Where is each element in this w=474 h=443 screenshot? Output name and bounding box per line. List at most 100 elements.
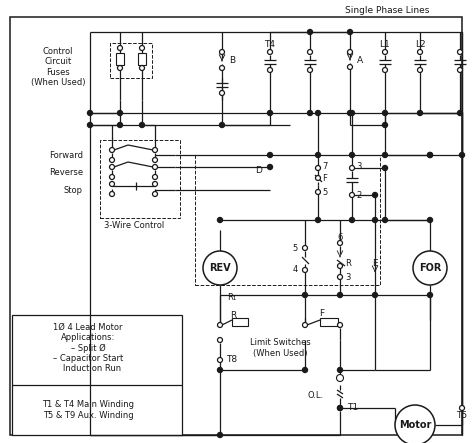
Bar bbox=[195, 155, 380, 285]
Text: R: R bbox=[345, 260, 351, 268]
Circle shape bbox=[109, 182, 115, 187]
Circle shape bbox=[316, 175, 320, 180]
Text: T1 & T4 Main Winding
T5 & T9 Aux. Winding: T1 & T4 Main Winding T5 & T9 Aux. Windin… bbox=[42, 400, 134, 420]
Bar bbox=[116, 53, 124, 65]
Circle shape bbox=[153, 148, 157, 152]
Text: Limit Switches
(When Used): Limit Switches (When Used) bbox=[250, 338, 310, 358]
Circle shape bbox=[395, 405, 435, 443]
Circle shape bbox=[218, 323, 222, 327]
Bar bbox=[100, 140, 180, 218]
Circle shape bbox=[139, 123, 145, 128]
Text: F: F bbox=[323, 174, 328, 183]
Circle shape bbox=[316, 152, 320, 158]
Circle shape bbox=[347, 65, 353, 70]
Circle shape bbox=[109, 191, 115, 197]
Circle shape bbox=[153, 158, 157, 163]
Circle shape bbox=[373, 292, 377, 298]
Circle shape bbox=[337, 323, 343, 327]
Circle shape bbox=[316, 190, 320, 194]
Circle shape bbox=[428, 218, 432, 222]
Circle shape bbox=[118, 123, 122, 128]
Circle shape bbox=[347, 50, 353, 54]
Circle shape bbox=[349, 218, 355, 222]
Text: B: B bbox=[229, 55, 235, 65]
Circle shape bbox=[302, 268, 308, 272]
Circle shape bbox=[349, 166, 355, 171]
Circle shape bbox=[418, 110, 422, 116]
Circle shape bbox=[109, 158, 115, 163]
Circle shape bbox=[383, 166, 388, 171]
Circle shape bbox=[337, 405, 343, 411]
Text: 3: 3 bbox=[346, 272, 351, 281]
Circle shape bbox=[118, 46, 122, 51]
Circle shape bbox=[302, 368, 308, 373]
Text: E: E bbox=[372, 260, 378, 268]
Text: T4: T4 bbox=[264, 39, 275, 48]
Circle shape bbox=[428, 152, 432, 158]
Text: Forward: Forward bbox=[49, 151, 83, 159]
Bar bbox=[110, 43, 152, 78]
Text: D: D bbox=[255, 166, 262, 175]
Text: T8: T8 bbox=[226, 355, 237, 365]
Circle shape bbox=[349, 110, 355, 116]
Circle shape bbox=[267, 67, 273, 73]
Circle shape bbox=[88, 123, 92, 128]
Text: FOR: FOR bbox=[419, 263, 441, 273]
Circle shape bbox=[457, 50, 463, 54]
Circle shape bbox=[383, 152, 388, 158]
Text: Motor: Motor bbox=[399, 420, 431, 430]
Circle shape bbox=[308, 67, 312, 73]
Circle shape bbox=[109, 148, 115, 152]
Text: R: R bbox=[230, 311, 236, 320]
Text: Single Phase Lines: Single Phase Lines bbox=[345, 5, 429, 15]
Circle shape bbox=[109, 164, 115, 170]
Circle shape bbox=[428, 292, 432, 298]
Circle shape bbox=[383, 123, 388, 128]
Circle shape bbox=[302, 292, 308, 298]
Circle shape bbox=[337, 264, 343, 268]
Circle shape bbox=[383, 67, 388, 73]
Circle shape bbox=[139, 46, 145, 51]
Bar bbox=[320, 318, 338, 326]
Circle shape bbox=[219, 66, 225, 70]
Circle shape bbox=[337, 405, 343, 411]
Text: 3: 3 bbox=[356, 162, 362, 171]
Text: 3-Wire Control: 3-Wire Control bbox=[104, 221, 164, 229]
Circle shape bbox=[337, 292, 343, 298]
Circle shape bbox=[383, 50, 388, 54]
Text: R₁: R₁ bbox=[228, 294, 237, 303]
Bar bbox=[232, 318, 248, 326]
Text: F: F bbox=[319, 308, 325, 318]
Circle shape bbox=[153, 164, 157, 170]
Circle shape bbox=[218, 432, 222, 438]
Circle shape bbox=[153, 175, 157, 179]
Text: T1: T1 bbox=[347, 404, 358, 412]
Text: Stop: Stop bbox=[64, 186, 83, 194]
Circle shape bbox=[109, 175, 115, 179]
Circle shape bbox=[373, 193, 377, 198]
Text: 2: 2 bbox=[356, 190, 362, 199]
Circle shape bbox=[349, 193, 355, 198]
Circle shape bbox=[459, 405, 465, 411]
Circle shape bbox=[373, 218, 377, 222]
Text: Reverse: Reverse bbox=[49, 167, 83, 176]
Circle shape bbox=[308, 50, 312, 54]
Text: O.L.: O.L. bbox=[308, 390, 324, 400]
Text: L2: L2 bbox=[415, 39, 425, 48]
Circle shape bbox=[337, 275, 343, 280]
Bar bbox=[138, 53, 146, 65]
Circle shape bbox=[153, 191, 157, 197]
Circle shape bbox=[218, 218, 222, 222]
Circle shape bbox=[203, 251, 237, 285]
Circle shape bbox=[337, 374, 344, 381]
Circle shape bbox=[139, 66, 145, 70]
Circle shape bbox=[267, 164, 273, 170]
Circle shape bbox=[347, 30, 353, 35]
Circle shape bbox=[219, 123, 225, 128]
Circle shape bbox=[347, 110, 353, 116]
Circle shape bbox=[219, 50, 225, 54]
Text: A: A bbox=[357, 55, 363, 65]
Circle shape bbox=[383, 110, 388, 116]
Circle shape bbox=[267, 152, 273, 158]
Circle shape bbox=[418, 67, 422, 73]
